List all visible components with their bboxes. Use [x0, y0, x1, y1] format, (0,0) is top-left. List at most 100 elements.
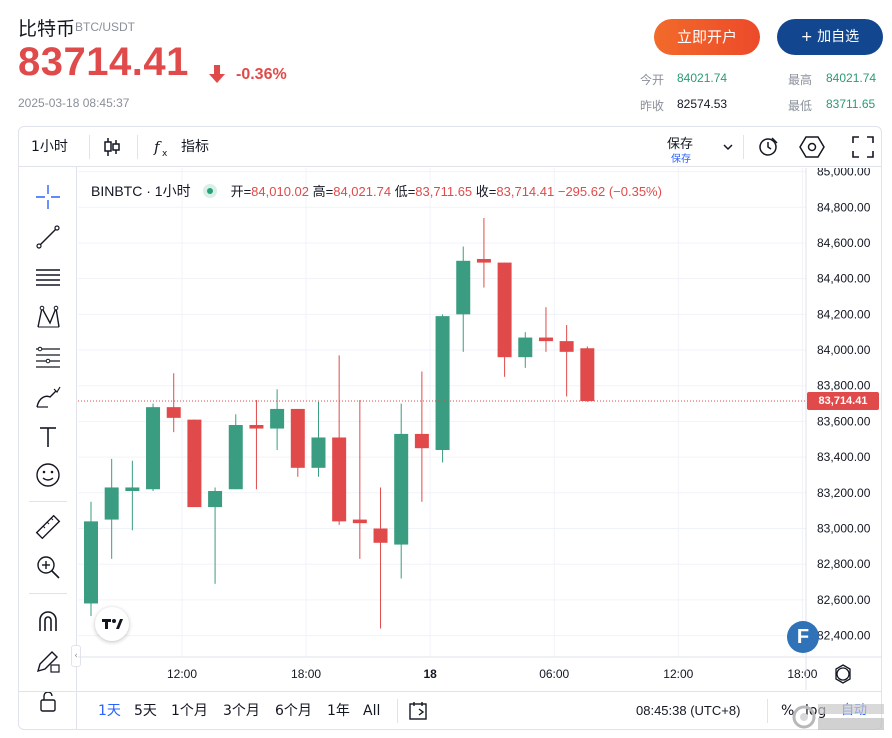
chart-widget: 1小时 f x 指标 保存 保存 — [18, 126, 882, 730]
x-tick-label: 12:00 — [167, 667, 197, 681]
legend-high-label: 高= — [312, 184, 334, 199]
candle-body — [84, 521, 98, 604]
prev-close-value: 82574.53 — [677, 97, 728, 111]
x-tick-label: 06:00 — [539, 667, 569, 681]
range-3m[interactable]: 3个月 — [223, 703, 260, 719]
y-tick-label: 84,600.00 — [817, 236, 871, 250]
save-button[interactable]: 保存 — [667, 137, 694, 152]
market-status-icon — [202, 184, 217, 198]
fib-tool-icon[interactable] — [34, 343, 62, 371]
candle-body — [290, 408, 305, 468]
legend-open-label: 开= — [230, 184, 252, 199]
range-1y[interactable]: 1年 — [327, 703, 350, 719]
fx-indicator-icon[interactable]: f x — [153, 137, 173, 157]
candle-body — [125, 487, 140, 492]
legend-low: 83,711.65 — [415, 184, 473, 199]
candle-body — [146, 407, 161, 490]
svg-text:f: f — [153, 138, 162, 156]
y-tick-label: 83,600.00 — [817, 414, 871, 428]
candle-body — [332, 437, 347, 522]
open-account-button[interactable]: 立即开户 — [654, 19, 760, 55]
candle-body — [435, 316, 450, 450]
asset-name: 比特币 — [18, 18, 76, 40]
candlestick-chart[interactable]: 85,000.00 84,800.00 84,600.00 84,400.00 84,2… — [78, 168, 881, 690]
candle-body — [497, 262, 512, 358]
magnet-icon[interactable] — [34, 607, 62, 635]
candle-body — [270, 408, 285, 429]
y-tick-label: 82,800.00 — [817, 557, 871, 571]
candle-body — [414, 433, 429, 449]
zoom-in-icon[interactable] — [34, 553, 62, 581]
utc-clock[interactable]: 08:45:38 (UTC+8) — [636, 703, 741, 718]
legend-change: −295.62 (−0.35%) — [557, 184, 662, 199]
legend-close-label: 收= — [475, 184, 497, 199]
candle-body — [104, 487, 119, 520]
emoji-icon[interactable] — [34, 461, 62, 489]
axis-settings-hex-icon — [835, 664, 851, 684]
prev-close-label: 昨收 — [640, 99, 665, 113]
candle-body — [249, 424, 264, 429]
f-badge-logo[interactable]: F — [787, 621, 819, 653]
open-label: 今开 — [640, 73, 665, 87]
quote-timestamp: 2025-03-18 08:45:37 — [18, 96, 130, 110]
candle-body — [538, 337, 553, 342]
last-price-tag: 83,714.41 — [807, 392, 879, 410]
candle-body — [580, 348, 595, 402]
lock-icon[interactable] — [34, 687, 62, 715]
brush-icon[interactable] — [34, 383, 62, 411]
x-tick-label: 18 — [423, 667, 437, 681]
high-label: 最高 — [788, 73, 813, 87]
open-value: 84021.74 — [677, 71, 728, 85]
y-tick-label: 85,000.00 — [817, 168, 871, 179]
candle-body — [476, 259, 491, 263]
legend-close: 83,714.41 — [496, 184, 555, 199]
y-tick-label: 84,200.00 — [817, 307, 871, 321]
go-to-date-icon[interactable] — [408, 700, 430, 722]
price-change: -0.36% — [236, 66, 287, 83]
tv-logo-icon — [102, 619, 123, 629]
add-watchlist-button[interactable]: + 加自选 — [777, 19, 883, 55]
y-tick-label: 83,800.00 — [817, 379, 871, 393]
candle-body — [518, 337, 533, 358]
y-tick-label: 83,000.00 — [817, 522, 871, 536]
y-tick-label: 82,400.00 — [817, 629, 871, 643]
candle-body — [456, 260, 471, 315]
quote-header: 比特币 BTC/USDT 83714.41 -0.36% 2025-03-18 … — [0, 0, 892, 122]
range-all[interactable]: All — [363, 703, 381, 719]
y-tick-label: 84,800.00 — [817, 200, 871, 214]
indicators-button[interactable]: 指标 — [181, 139, 209, 155]
text-tool-icon[interactable] — [34, 423, 62, 451]
high-value: 84021.74 — [826, 71, 877, 85]
candle-style-icon[interactable] — [101, 137, 123, 157]
candle-body — [394, 433, 409, 545]
range-5d[interactable]: 5天 — [134, 703, 157, 719]
ruler-icon[interactable] — [34, 513, 62, 541]
range-1m[interactable]: 1个月 — [171, 703, 208, 719]
axis-settings-icon — [836, 667, 850, 681]
range-6m[interactable]: 6个月 — [275, 703, 312, 719]
alert-clock-icon[interactable] — [757, 135, 781, 159]
candle-body — [208, 491, 223, 508]
chevron-down-icon[interactable] — [722, 142, 734, 152]
percent-toggle[interactable]: % — [781, 703, 795, 719]
legend-low-label: 低= — [394, 184, 416, 199]
collapse-sidebar-button[interactable]: ‹ — [71, 645, 81, 667]
y-tick-label: 84,400.00 — [817, 272, 871, 286]
fullscreen-icon[interactable] — [851, 135, 875, 159]
chart-legend: BINBTC · 1小时 开=84,010.02 高=84,021.74 低=83… — [91, 181, 662, 201]
horizontal-lines-icon[interactable] — [34, 263, 62, 291]
sinosound-watermark-logo — [792, 704, 884, 730]
crosshair-icon[interactable] — [34, 183, 62, 211]
pattern-tool-icon[interactable] — [34, 303, 62, 331]
y-tick-label: 82,600.00 — [817, 593, 871, 607]
y-tick-label: 84,000.00 — [817, 343, 871, 357]
trend-line-icon[interactable] — [34, 223, 62, 251]
pencil-lock-icon[interactable] — [34, 647, 62, 675]
tradingview-logo[interactable] — [95, 607, 129, 641]
symbol-title: BINBTC · 1小时 — [91, 183, 191, 199]
y-tick-label: 83,400.00 — [817, 450, 871, 464]
interval-selector[interactable]: 1小时 — [31, 139, 68, 155]
range-1d[interactable]: 1天 — [98, 703, 121, 719]
y-tick-label: 83,200.00 — [817, 486, 871, 500]
settings-hexagon-icon[interactable] — [799, 135, 825, 159]
